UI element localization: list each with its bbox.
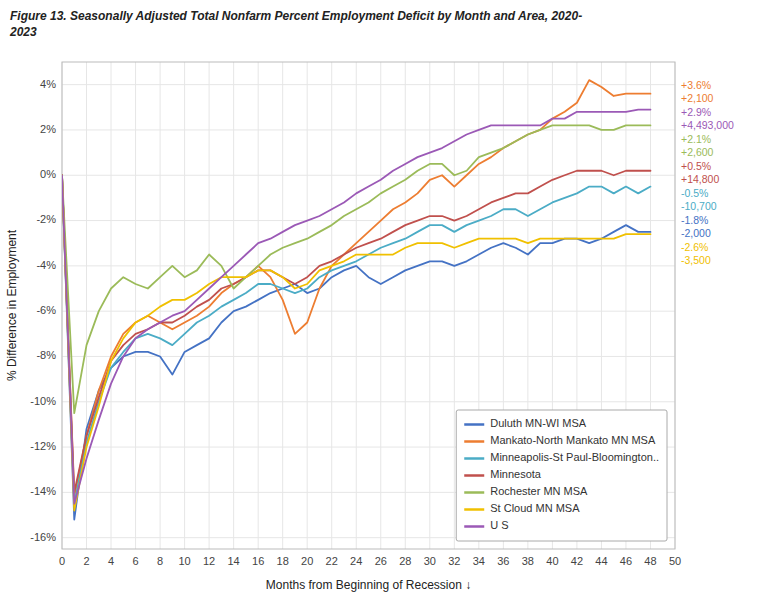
grid-line [62, 220, 675, 221]
y-tick-label: -10% [30, 395, 56, 407]
legend-label: U S [490, 519, 508, 531]
series-line [62, 125, 650, 413]
y-tick-label: 4% [40, 78, 56, 90]
annotation: +2.9% [681, 106, 711, 118]
x-tick-label: 42 [571, 555, 583, 567]
x-tick-label: 10 [178, 555, 190, 567]
x-tick-label: 4 [108, 555, 114, 567]
x-tick-label: 12 [203, 555, 215, 567]
annotation: +0.5% [681, 160, 711, 172]
grid-line [405, 62, 406, 549]
annotations: +3.6%+2,100 +2.9%+4,493,000 +2.1%+2,600 +0.… [681, 79, 734, 266]
x-tick-label: 26 [375, 555, 387, 567]
x-tick-label: 32 [448, 555, 460, 567]
x-tick-label: 8 [157, 555, 163, 567]
x-tick-label: 0 [59, 555, 65, 567]
grid-line [62, 265, 675, 266]
grid-line [454, 62, 455, 549]
title-line: Figure 13. Seasonally Adjusted Total Non… [10, 9, 582, 23]
grid-line [62, 129, 675, 130]
legend-swatch [464, 423, 484, 426]
legend-label: St Cloud MN MSA [490, 502, 580, 514]
x-tick-label: 48 [644, 555, 656, 567]
grid-line [429, 62, 430, 549]
legend-label: Minnesota [490, 468, 542, 480]
grid-line [184, 62, 185, 549]
legend-label: Duluth MN-WI MSA [490, 417, 587, 429]
annotation: +14,800 [681, 173, 719, 185]
annotation: +4,493,000 [681, 119, 734, 131]
x-tick-label: 38 [522, 555, 534, 567]
y-tick-label: -12% [30, 440, 56, 452]
y-tick-label: -14% [30, 485, 56, 497]
grid-line [86, 62, 87, 549]
annotation: -1.8% [681, 214, 708, 226]
legend-swatch [464, 491, 484, 494]
grid-line [62, 401, 675, 402]
grid-line [282, 62, 283, 549]
legend-swatch [464, 474, 484, 477]
x-tick-label: 18 [277, 555, 289, 567]
annotation: -3,500 [681, 254, 711, 266]
legend-label: Minneapolis-St Paul-Bloomington.. [490, 451, 659, 463]
annotation: -2.6% [681, 241, 708, 253]
x-tick-label: 44 [595, 555, 607, 567]
x-tick-label: 46 [620, 555, 632, 567]
y-tick-label: -4% [36, 259, 56, 271]
x-tick-label: 50 [669, 555, 681, 567]
y-tick-label: -2% [36, 213, 56, 225]
grid-line [307, 62, 308, 549]
x-tick-label: 40 [546, 555, 558, 567]
annotation: -2,000 [681, 227, 711, 239]
grid-line [331, 62, 332, 549]
x-tick-label: 36 [497, 555, 509, 567]
x-tick-label: 24 [350, 555, 362, 567]
annotation: +3.6% [681, 79, 711, 91]
x-axis-label: Months from Beginning of Recession ↓ [266, 578, 471, 592]
x-tick-label: 28 [399, 555, 411, 567]
grid-line [135, 62, 136, 549]
title: Figure 13. Seasonally Adjusted Total Non… [9, 9, 582, 39]
x-tick-label: 22 [326, 555, 338, 567]
x-tick-label: 34 [473, 555, 485, 567]
x-tick-label: 30 [424, 555, 436, 567]
plot-frame [62, 62, 675, 549]
legend-box [456, 410, 667, 541]
x-tick-label: 14 [228, 555, 240, 567]
grid-line [380, 62, 381, 549]
y-axis-label: % Difference in Employment [5, 229, 19, 381]
grid-line [62, 84, 675, 85]
y-tick-label: 0% [40, 168, 56, 180]
legend-label: Mankato-North Mankato MN MSA [490, 434, 656, 446]
annotation: -0.5% [681, 187, 708, 199]
grid-line [233, 62, 234, 549]
legend: Duluth MN-WI MSA Mankato-North Mankato MN… [456, 410, 667, 541]
legend-label: Rochester MN MSA [490, 485, 588, 497]
annotation: -10,700 [681, 200, 717, 212]
x-tick-label: 2 [83, 555, 89, 567]
y-tick-label: -8% [36, 349, 56, 361]
annotation: +2.1% [681, 133, 711, 145]
title-line: 2023 [9, 25, 37, 39]
grid [62, 62, 675, 549]
grid-line [62, 175, 675, 176]
grid-line [62, 356, 675, 357]
legend-swatch [464, 440, 484, 443]
grid-line [258, 62, 259, 549]
annotation: +2,600 [681, 146, 714, 158]
x-tick-label: 6 [132, 555, 138, 567]
x-tick-label: 20 [301, 555, 313, 567]
background [0, 0, 765, 601]
grid-line [356, 62, 357, 549]
legend-swatch [464, 525, 484, 528]
annotation: +2,100 [681, 92, 714, 104]
chart: Figure 13. Seasonally Adjusted Total Non… [0, 0, 765, 601]
legend-swatch [464, 508, 484, 511]
y-tick-label: -16% [30, 531, 56, 543]
y-tick-label: -6% [36, 304, 56, 316]
legend-swatch [464, 457, 484, 460]
y-tick-label: 2% [40, 123, 56, 135]
x-tick-label: 16 [252, 555, 264, 567]
grid-line [111, 62, 112, 549]
